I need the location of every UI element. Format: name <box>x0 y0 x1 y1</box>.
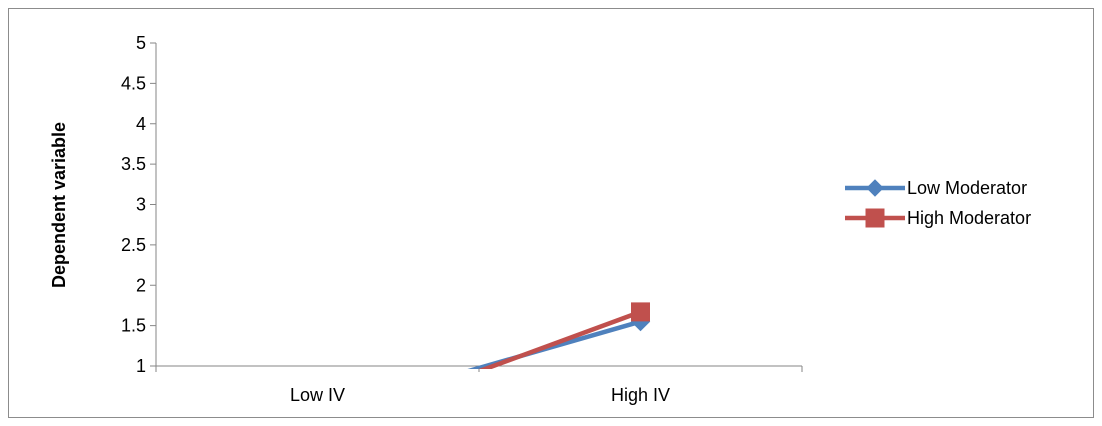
y-tick-label: 2 <box>136 275 146 295</box>
series-layer <box>309 302 651 419</box>
y-tick-label: 1.5 <box>121 316 146 336</box>
series-line <box>467 319 642 369</box>
x-tick-label: Low IV <box>290 385 345 405</box>
legend-marker <box>866 179 884 197</box>
y-axis-ticks: 1 1.5 2 2.5 3 3.5 4 4.5 5 <box>121 33 156 376</box>
y-tick-label: 4 <box>136 114 146 134</box>
interaction-line-chart: 1 1.5 2 2.5 3 3.5 4 4.5 5 Low IV High IV Dependen… <box>49 33 1031 419</box>
y-tick-label: 1 <box>136 356 146 376</box>
legend-item: Low Moderator <box>845 178 1027 198</box>
legend-marker <box>865 208 885 228</box>
data-point <box>631 302 650 322</box>
legend-label: High Moderator <box>907 208 1031 228</box>
y-tick-label: 4.5 <box>121 73 146 93</box>
legend-label: Low Moderator <box>907 178 1027 198</box>
y-tick-label: 3.5 <box>121 154 146 174</box>
chart-area: 1 1.5 2 2.5 3 3.5 4 4.5 5 Low IV High IV Dependen… <box>8 8 1094 418</box>
series-1 <box>478 302 650 369</box>
x-tick-label: High IV <box>611 385 670 405</box>
y-tick-label: 2.5 <box>121 235 146 255</box>
data-point <box>309 405 327 419</box>
y-tick-label: 3 <box>136 195 146 215</box>
y-axis-title: Dependent variable <box>49 122 69 288</box>
legend: Low Moderator High Moderator <box>845 178 1031 228</box>
y-tick-label: 5 <box>136 33 146 53</box>
x-axis-ticks: Low IV High IV <box>155 366 803 405</box>
series-line <box>478 309 642 369</box>
legend-item: High Moderator <box>845 208 1031 228</box>
